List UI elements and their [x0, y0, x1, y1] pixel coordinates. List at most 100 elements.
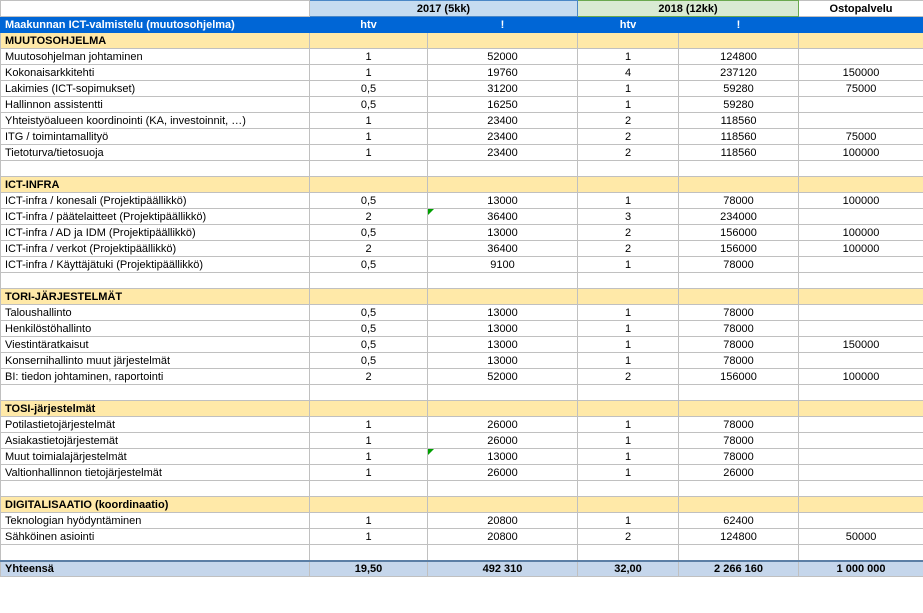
row-label: ICT-infra / konesali (Projektipäällikkö): [1, 193, 310, 209]
cell-eur18: 234000: [679, 209, 799, 225]
cell-htv17: 1: [310, 129, 428, 145]
cell-osto: 100000: [799, 193, 923, 209]
blank-cell: [799, 161, 923, 177]
cell-eur17: 13000: [428, 193, 578, 209]
cell-eur17: 20800: [428, 513, 578, 529]
total-eur17: 492 310: [428, 561, 578, 577]
cell-htv18: 1: [578, 337, 679, 353]
blank-cell: [578, 545, 679, 561]
row-label: Hallinnon assistentti: [1, 97, 310, 113]
cell-eur17: 23400: [428, 145, 578, 161]
cell-osto: [799, 513, 923, 529]
total-label: Yhteensä: [1, 561, 310, 577]
row-label: ITG / toimintamallityö: [1, 129, 310, 145]
cell-htv17: 1: [310, 449, 428, 465]
cell-eur18: 118560: [679, 129, 799, 145]
total-osto: 1 000 000: [799, 561, 923, 577]
cell-htv17: 2: [310, 209, 428, 225]
row-label: Potilastietojärjestelmät: [1, 417, 310, 433]
cell-eur17: 20800: [428, 529, 578, 545]
cell-osto: [799, 257, 923, 273]
blank-cell: [428, 273, 578, 289]
row-label: Yhteistyöalueen koordinointi (KA, invest…: [1, 113, 310, 129]
total-htv18: 32,00: [578, 561, 679, 577]
row-label: Tietoturva/tietosuoja: [1, 145, 310, 161]
cell-htv18: 1: [578, 465, 679, 481]
cell-eur17: 23400: [428, 129, 578, 145]
cell-eur18: 59280: [679, 81, 799, 97]
blank-cell: [679, 545, 799, 561]
cell-htv17: 0,5: [310, 225, 428, 241]
cell-osto: 75000: [799, 81, 923, 97]
blank-cell: [310, 481, 428, 497]
section-header-empty: [428, 177, 578, 193]
cell-htv17: 2: [310, 241, 428, 257]
cell-eur18: 156000: [679, 225, 799, 241]
cell-htv17: 0,5: [310, 97, 428, 113]
blank-cell: [679, 385, 799, 401]
cell-eur17: 52000: [428, 49, 578, 65]
section-header: TORI-JÄRJESTELMÄT: [1, 289, 310, 305]
cell-htv18: 1: [578, 97, 679, 113]
cell-eur17: 13000: [428, 321, 578, 337]
blank-cell: [428, 385, 578, 401]
cell-eur17: 13000: [428, 225, 578, 241]
cell-htv17: 1: [310, 465, 428, 481]
section-header-empty: [799, 289, 923, 305]
section-header-empty: [578, 177, 679, 193]
cell-osto: 50000: [799, 529, 923, 545]
col-eur-2018: !: [679, 17, 799, 33]
section-header: MUUTOSOHJELMA: [1, 33, 310, 49]
cell-osto: 150000: [799, 337, 923, 353]
section-header-empty: [310, 289, 428, 305]
cell-osto: [799, 465, 923, 481]
row-label: Sähköinen asiointi: [1, 529, 310, 545]
row-title: Maakunnan ICT-valmistelu (muutosohjelma): [1, 17, 310, 33]
cell-eur18: 62400: [679, 513, 799, 529]
row-label: Valtionhallinnon tietojärjestelmät: [1, 465, 310, 481]
cell-eur18: 26000: [679, 465, 799, 481]
section-header-empty: [578, 497, 679, 513]
cell-eur18: 78000: [679, 321, 799, 337]
cell-eur18: 78000: [679, 449, 799, 465]
cell-osto: 100000: [799, 369, 923, 385]
section-header-empty: [578, 289, 679, 305]
blank-cell: [578, 481, 679, 497]
row-label: Muutosohjelman johtaminen: [1, 49, 310, 65]
row-label: ICT-infra / Käyttäjätuki (Projektipäälli…: [1, 257, 310, 273]
cell-eur17: 36400: [428, 241, 578, 257]
cell-osto: [799, 321, 923, 337]
section-header-empty: [799, 497, 923, 513]
cell-htv18: 1: [578, 417, 679, 433]
blank-cell: [310, 273, 428, 289]
row-label: Henkilöstöhallinto: [1, 321, 310, 337]
cell-htv18: 2: [578, 129, 679, 145]
blank-cell: [310, 545, 428, 561]
blank-cell: [799, 273, 923, 289]
cell-osto: 150000: [799, 65, 923, 81]
cell-eur18: 118560: [679, 145, 799, 161]
cell-htv18: 1: [578, 353, 679, 369]
cell-htv18: 1: [578, 49, 679, 65]
blank-cell: [428, 481, 578, 497]
cell-htv17: 1: [310, 113, 428, 129]
cell-eur18: 78000: [679, 417, 799, 433]
section-header-empty: [679, 497, 799, 513]
blank-cell: [799, 385, 923, 401]
cell-osto: [799, 97, 923, 113]
cell-eur17: 36400: [428, 209, 578, 225]
cell-eur18: 78000: [679, 337, 799, 353]
cell-osto: 100000: [799, 241, 923, 257]
cell-htv17: 1: [310, 65, 428, 81]
cell-eur17: 52000: [428, 369, 578, 385]
total-eur18: 2 266 160: [679, 561, 799, 577]
cell-eur17: 13000: [428, 305, 578, 321]
cell-htv18: 1: [578, 321, 679, 337]
row-label: Lakimies (ICT-sopimukset): [1, 81, 310, 97]
cell-htv17: 0,5: [310, 193, 428, 209]
blank-cell: [679, 161, 799, 177]
header-ostopalvelu: Ostopalvelu: [799, 1, 923, 17]
cell-eur17: 13000: [428, 449, 578, 465]
cell-eur17: 26000: [428, 433, 578, 449]
blank-cell: [1, 545, 310, 561]
